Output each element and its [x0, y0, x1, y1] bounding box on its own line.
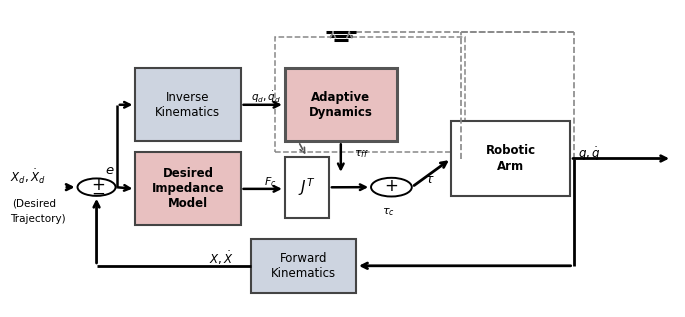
Text: $X_d, \dot{X}_d$: $X_d, \dot{X}_d$ — [10, 168, 45, 186]
Text: $q, \dot{q}$: $q, \dot{q}$ — [578, 145, 601, 163]
Text: $F_c$: $F_c$ — [264, 175, 277, 189]
Text: $e$: $e$ — [105, 164, 114, 177]
Text: Robotic
Arm: Robotic Arm — [486, 145, 536, 172]
Text: +: + — [384, 177, 399, 195]
Bar — [135, 152, 240, 225]
Text: Desired
Impedance
Model: Desired Impedance Model — [151, 167, 224, 210]
Text: $\tau_c$: $\tau_c$ — [382, 206, 395, 218]
Text: $\tau_{ff}$: $\tau_{ff}$ — [354, 148, 369, 160]
Bar — [251, 238, 356, 293]
Text: (Desired: (Desired — [12, 199, 56, 209]
Bar — [135, 68, 240, 141]
Text: $X, \dot{X}$: $X, \dot{X}$ — [209, 249, 234, 267]
Text: −: − — [91, 184, 105, 202]
Bar — [285, 157, 329, 218]
Bar — [275, 37, 465, 152]
Circle shape — [371, 178, 412, 197]
Bar — [285, 68, 397, 141]
Text: Trajectory): Trajectory) — [10, 214, 65, 224]
Text: $J^T$: $J^T$ — [298, 177, 316, 198]
Text: Inverse
Kinematics: Inverse Kinematics — [155, 91, 221, 119]
Text: Adaptive
Dynamics: Adaptive Dynamics — [309, 91, 373, 119]
Text: $q_d, \dot{q}_d$: $q_d, \dot{q}_d$ — [251, 89, 282, 105]
Text: Forward
Kinematics: Forward Kinematics — [271, 252, 336, 280]
Bar — [451, 121, 570, 196]
Text: +: + — [91, 176, 105, 194]
Circle shape — [77, 178, 116, 196]
Text: $\tau$: $\tau$ — [425, 173, 435, 186]
